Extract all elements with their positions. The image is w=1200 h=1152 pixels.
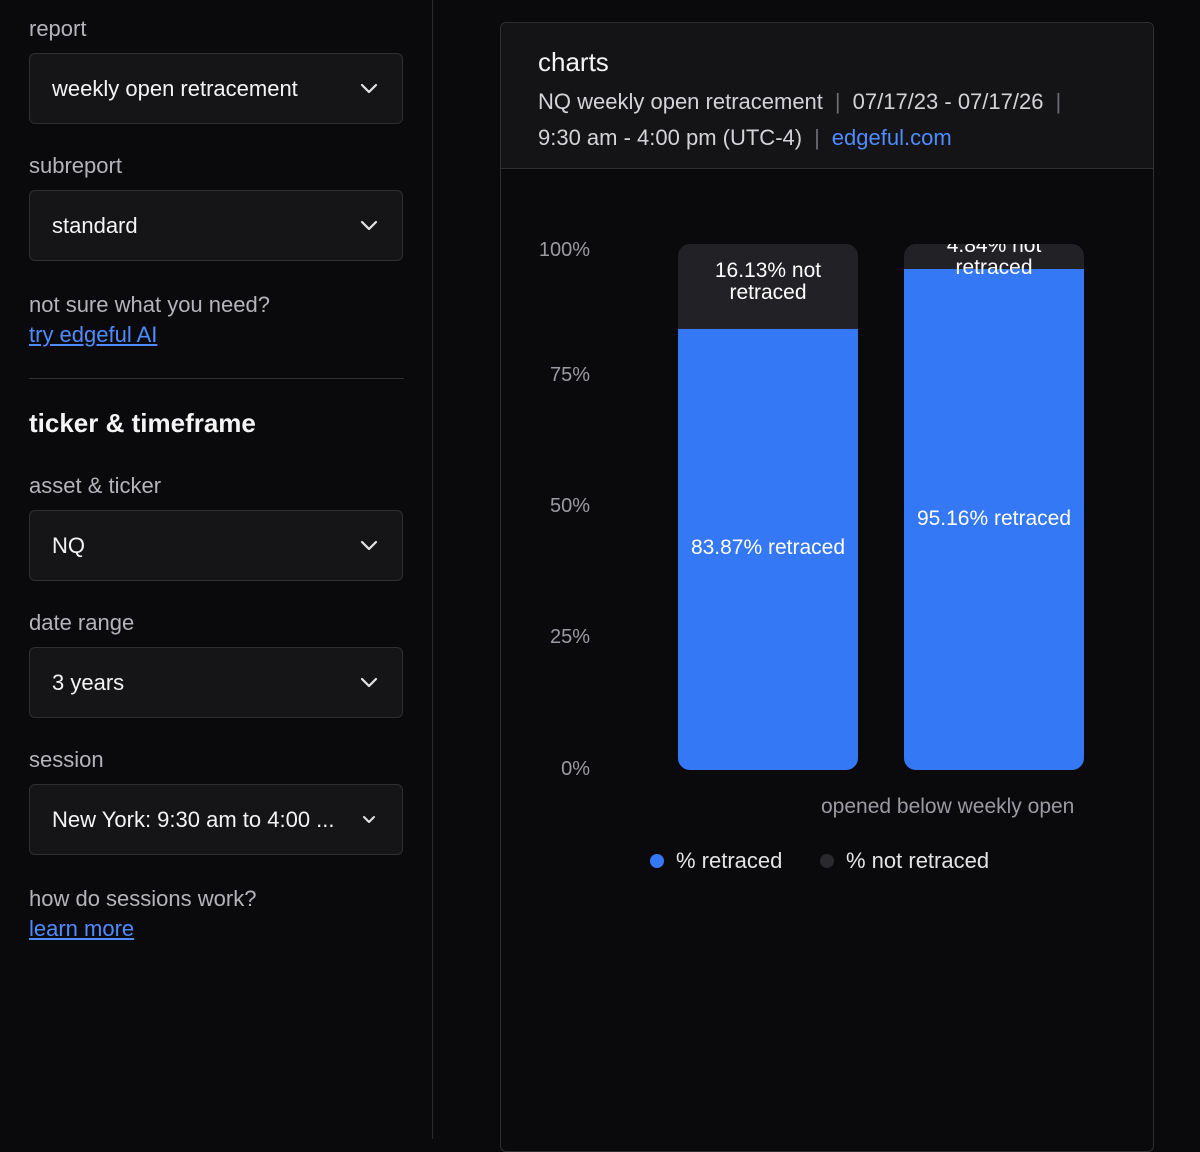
legend-label: % not retraced xyxy=(846,848,990,873)
subreport-select-value: standard xyxy=(52,212,138,238)
subtitle-report: NQ weekly open retracement xyxy=(538,89,823,114)
y-tick-label: 25% xyxy=(549,626,590,648)
try-edgeful-ai-link[interactable]: try edgeful AI xyxy=(29,322,158,347)
data-label-retraced: 95.16% retraced xyxy=(916,506,1072,530)
separator: | xyxy=(834,89,841,114)
help-session-text: how do sessions work? xyxy=(29,886,257,911)
asset-select[interactable]: NQ xyxy=(29,510,403,581)
y-tick-label: 100% xyxy=(538,239,590,261)
separator: | xyxy=(1055,89,1062,114)
legend-item[interactable]: % retraced xyxy=(650,848,782,874)
site-link[interactable]: edgeful.com xyxy=(831,125,952,150)
date-range-select[interactable]: 3 years xyxy=(29,647,403,718)
help-report-text: not sure what you need? xyxy=(29,292,270,317)
bar-segment-retraced xyxy=(904,269,1084,770)
session-label: session xyxy=(29,747,104,772)
subreport-label: subreport xyxy=(29,153,122,178)
asset-label: asset & ticker xyxy=(29,473,162,498)
bar[interactable]: 95.16% retraced 4.84% not retraced xyxy=(904,244,1084,770)
subtitle-dates: 07/17/23 - 07/17/26 xyxy=(852,89,1044,114)
bar[interactable]: 83.87% retraced 16.13% not retraced xyxy=(678,244,858,770)
separator: | xyxy=(814,125,820,150)
subtitle-session: 9:30 am - 4:00 pm (UTC-4) xyxy=(538,125,803,150)
report-label: report xyxy=(29,16,87,41)
panel-header: charts NQ weekly open retracement | 07/17/… xyxy=(501,23,1153,169)
subreport-select[interactable]: standard xyxy=(29,190,403,261)
panel-title: charts xyxy=(538,47,609,77)
chevron-down-icon xyxy=(358,813,380,827)
y-tick-label: 0% xyxy=(561,758,590,780)
legend-label: % retraced xyxy=(676,848,783,873)
chevron-down-icon xyxy=(358,539,380,553)
panel-subtitle: NQ weekly open retracement | 07/17/23 - 07… xyxy=(538,84,1153,156)
y-tick-label: 75% xyxy=(549,364,590,386)
chevron-down-icon xyxy=(358,82,380,96)
date-range-label: date range xyxy=(29,610,135,635)
report-select[interactable]: weekly open retracement xyxy=(29,53,403,124)
asset-select-value: NQ xyxy=(52,532,85,558)
divider xyxy=(29,378,404,379)
help-report: not sure what you need? try edgeful AI xyxy=(29,290,270,350)
x-category-label: opened below weekly open xyxy=(821,795,1075,818)
section-title: ticker & timeframe xyxy=(29,408,256,438)
help-session: how do sessions work? learn more xyxy=(29,884,256,944)
chevron-down-icon xyxy=(358,219,380,233)
legend-dot-icon xyxy=(650,854,664,868)
sidebar: report weekly open retracement subreport… xyxy=(0,0,433,1139)
y-tick-label: 50% xyxy=(549,495,590,517)
data-label-retraced: 83.87% retraced xyxy=(690,536,846,560)
data-label-not-retraced: 4.84% not retraced xyxy=(946,244,1042,279)
chevron-down-icon xyxy=(358,676,380,690)
legend-dot-icon xyxy=(820,854,834,868)
data-label-not-retraced: 16.13% not retraced xyxy=(714,259,822,305)
legend-item[interactable]: % not retraced xyxy=(820,848,989,874)
session-select-value: New York: 9:30 am to 4:00 ... xyxy=(52,806,335,832)
session-select[interactable]: New York: 9:30 am to 4:00 ... xyxy=(29,784,403,855)
report-select-value: weekly open retracement xyxy=(52,75,298,101)
learn-more-link[interactable]: learn more xyxy=(29,916,135,941)
bar-segment-retraced xyxy=(678,328,858,770)
date-range-select-value: 3 years xyxy=(52,669,125,695)
